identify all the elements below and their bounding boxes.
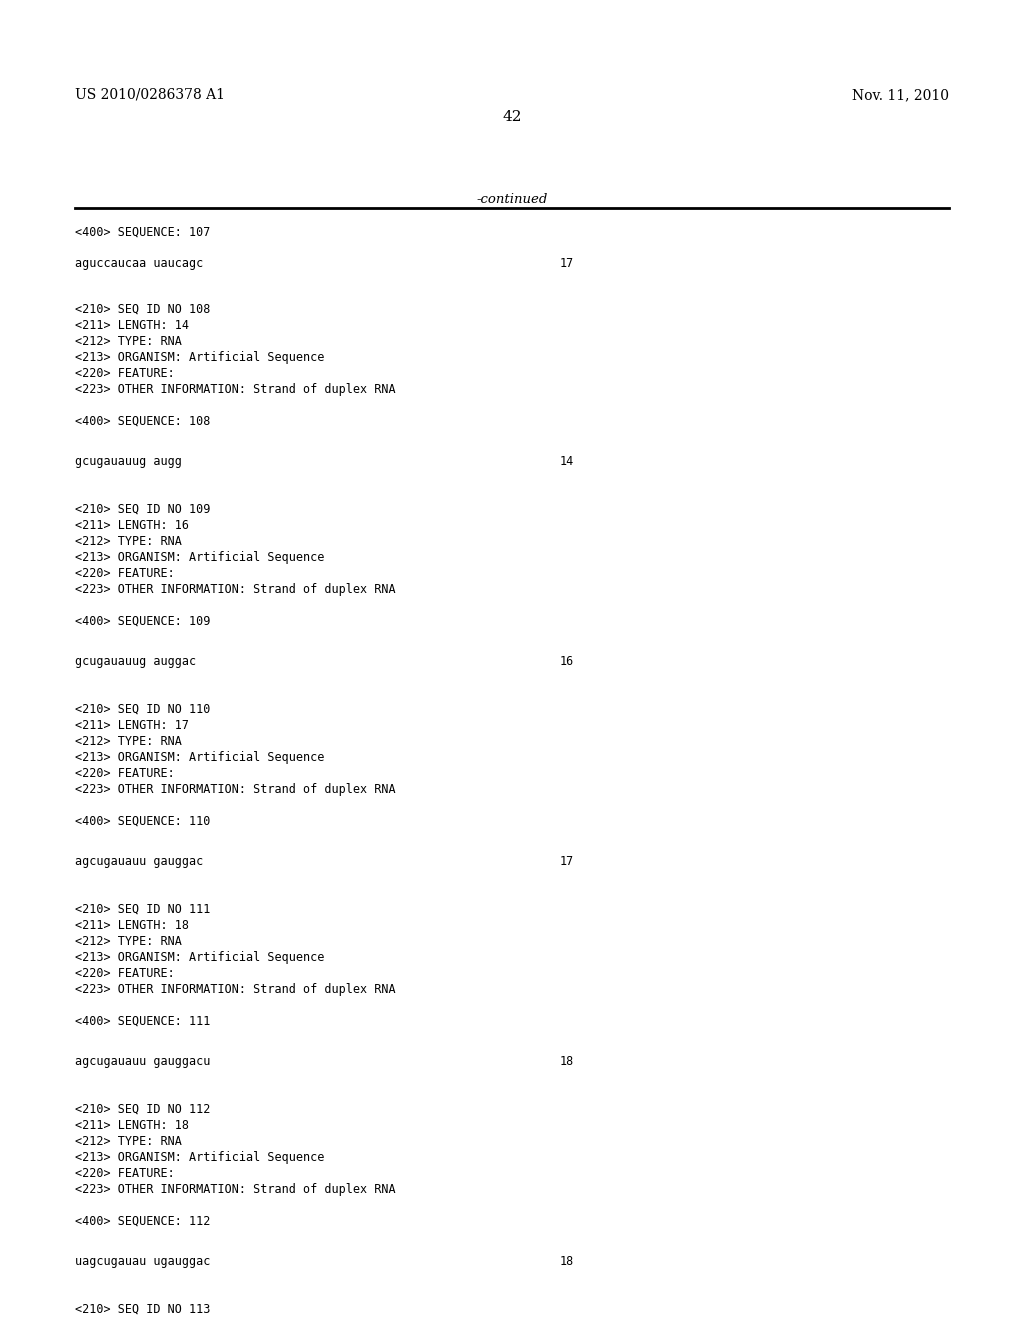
Text: US 2010/0286378 A1: US 2010/0286378 A1 [75,88,225,102]
Text: <210> SEQ ID NO 108: <210> SEQ ID NO 108 [75,304,210,315]
Text: <213> ORGANISM: Artificial Sequence: <213> ORGANISM: Artificial Sequence [75,950,325,964]
Text: <213> ORGANISM: Artificial Sequence: <213> ORGANISM: Artificial Sequence [75,1151,325,1164]
Text: <212> TYPE: RNA: <212> TYPE: RNA [75,1135,182,1148]
Text: <400> SEQUENCE: 111: <400> SEQUENCE: 111 [75,1015,210,1028]
Text: <211> LENGTH: 18: <211> LENGTH: 18 [75,1119,189,1133]
Text: <220> FEATURE:: <220> FEATURE: [75,367,175,380]
Text: <223> OTHER INFORMATION: Strand of duplex RNA: <223> OTHER INFORMATION: Strand of duple… [75,783,395,796]
Text: <223> OTHER INFORMATION: Strand of duplex RNA: <223> OTHER INFORMATION: Strand of duple… [75,983,395,997]
Text: uagcugauau ugauggac: uagcugauau ugauggac [75,1255,210,1269]
Text: agcugauauu gauggacu: agcugauauu gauggacu [75,1055,210,1068]
Text: <220> FEATURE:: <220> FEATURE: [75,568,175,579]
Text: <211> LENGTH: 16: <211> LENGTH: 16 [75,519,189,532]
Text: <210> SEQ ID NO 113: <210> SEQ ID NO 113 [75,1303,210,1316]
Text: 18: 18 [560,1255,574,1269]
Text: 17: 17 [560,855,574,869]
Text: <210> SEQ ID NO 112: <210> SEQ ID NO 112 [75,1104,210,1115]
Text: <212> TYPE: RNA: <212> TYPE: RNA [75,535,182,548]
Text: <400> SEQUENCE: 109: <400> SEQUENCE: 109 [75,615,210,628]
Text: 18: 18 [560,1055,574,1068]
Text: <223> OTHER INFORMATION: Strand of duplex RNA: <223> OTHER INFORMATION: Strand of duple… [75,583,395,597]
Text: <211> LENGTH: 18: <211> LENGTH: 18 [75,919,189,932]
Text: <213> ORGANISM: Artificial Sequence: <213> ORGANISM: Artificial Sequence [75,550,325,564]
Text: <400> SEQUENCE: 112: <400> SEQUENCE: 112 [75,1214,210,1228]
Text: Nov. 11, 2010: Nov. 11, 2010 [852,88,949,102]
Text: agcugauauu gauggac: agcugauauu gauggac [75,855,203,869]
Text: gcugauauug augg: gcugauauug augg [75,455,182,469]
Text: <210> SEQ ID NO 111: <210> SEQ ID NO 111 [75,903,210,916]
Text: <223> OTHER INFORMATION: Strand of duplex RNA: <223> OTHER INFORMATION: Strand of duple… [75,1183,395,1196]
Text: <220> FEATURE:: <220> FEATURE: [75,767,175,780]
Text: gcugauauug auggac: gcugauauug auggac [75,655,197,668]
Text: <400> SEQUENCE: 108: <400> SEQUENCE: 108 [75,414,210,428]
Text: <213> ORGANISM: Artificial Sequence: <213> ORGANISM: Artificial Sequence [75,751,325,764]
Text: <223> OTHER INFORMATION: Strand of duplex RNA: <223> OTHER INFORMATION: Strand of duple… [75,383,395,396]
Text: <220> FEATURE:: <220> FEATURE: [75,968,175,979]
Text: <212> TYPE: RNA: <212> TYPE: RNA [75,335,182,348]
Text: 16: 16 [560,655,574,668]
Text: <212> TYPE: RNA: <212> TYPE: RNA [75,735,182,748]
Text: -continued: -continued [476,193,548,206]
Text: <220> FEATURE:: <220> FEATURE: [75,1167,175,1180]
Text: 42: 42 [502,110,522,124]
Text: <400> SEQUENCE: 110: <400> SEQUENCE: 110 [75,814,210,828]
Text: <213> ORGANISM: Artificial Sequence: <213> ORGANISM: Artificial Sequence [75,351,325,364]
Text: <211> LENGTH: 14: <211> LENGTH: 14 [75,319,189,333]
Text: <211> LENGTH: 17: <211> LENGTH: 17 [75,719,189,733]
Text: <212> TYPE: RNA: <212> TYPE: RNA [75,935,182,948]
Text: aguccaucaa uaucagc: aguccaucaa uaucagc [75,257,203,271]
Text: <210> SEQ ID NO 109: <210> SEQ ID NO 109 [75,503,210,516]
Text: <210> SEQ ID NO 110: <210> SEQ ID NO 110 [75,704,210,715]
Text: <400> SEQUENCE: 107: <400> SEQUENCE: 107 [75,226,210,239]
Text: 14: 14 [560,455,574,469]
Text: 17: 17 [560,257,574,271]
